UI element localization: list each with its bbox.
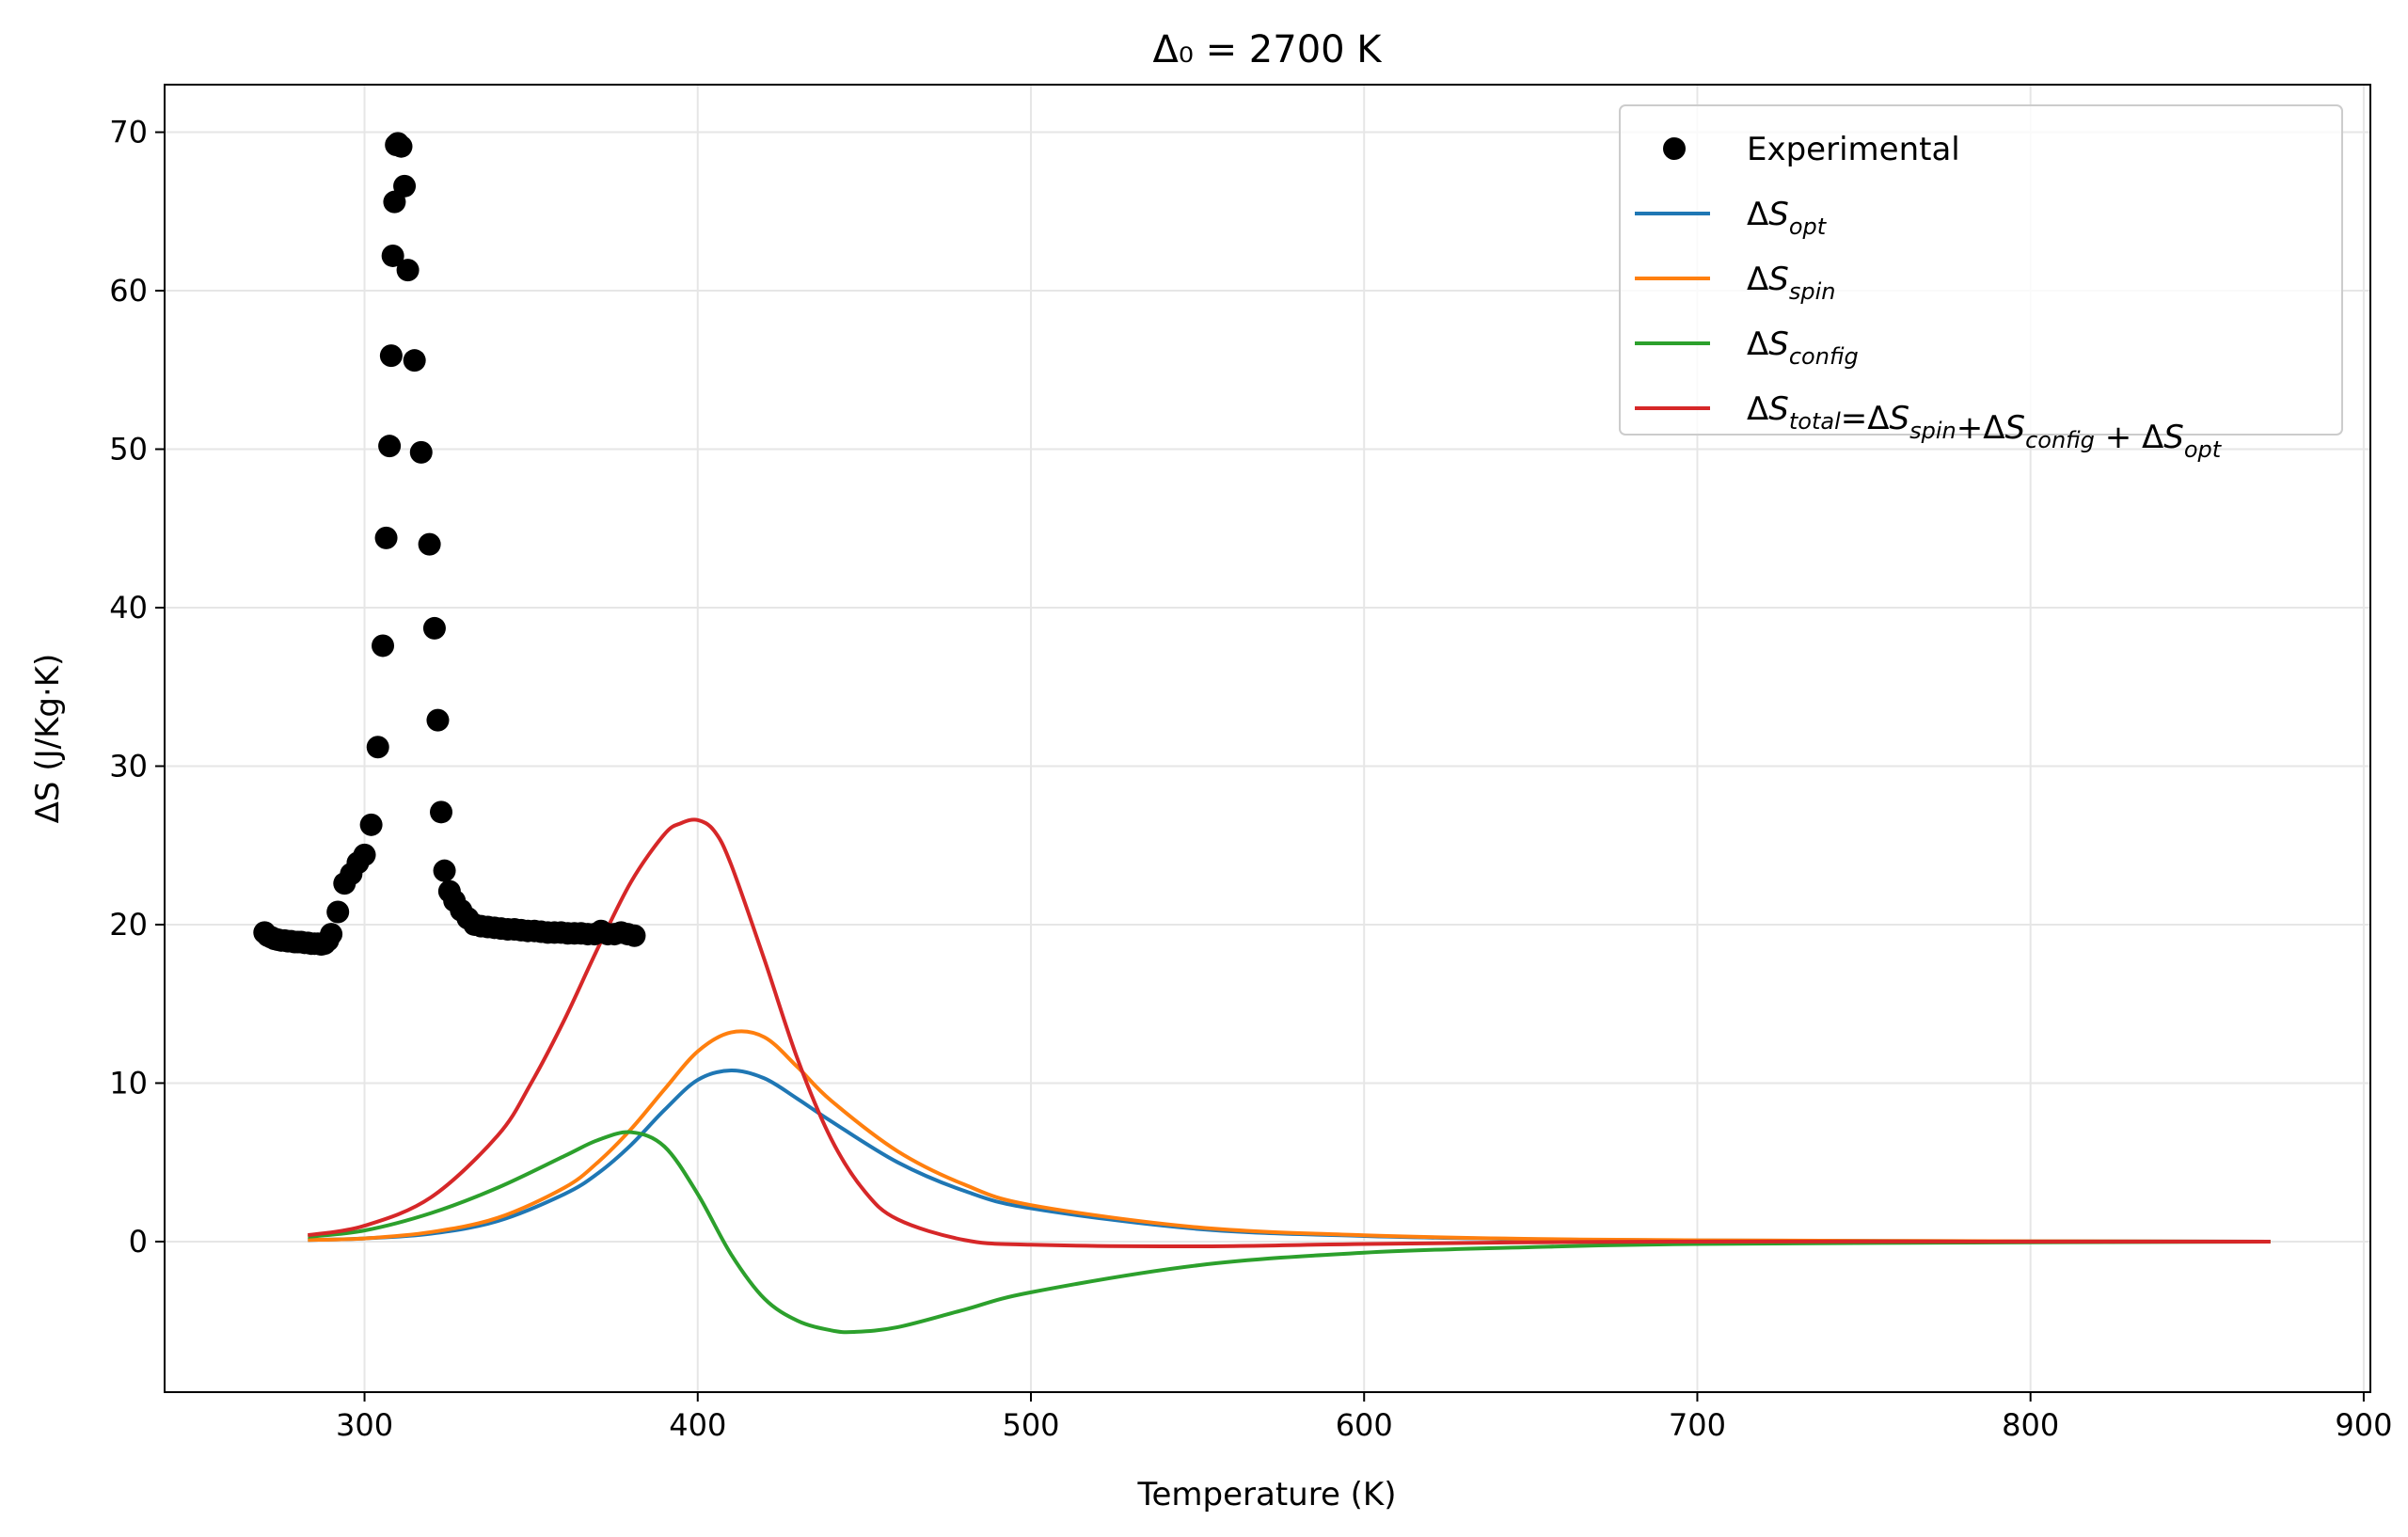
experimental-point: [396, 259, 420, 282]
experimental-point: [372, 634, 395, 658]
plot-frame: [164, 84, 2371, 1393]
series-line-config: [308, 1130, 2271, 1335]
experimental-point: [320, 923, 343, 946]
legend-marker-experimental: [1663, 137, 1686, 160]
x-ticks: 300 400 500 600 700 800 900: [336, 1392, 2392, 1443]
experimental-point: [374, 526, 398, 549]
experimental-point: [422, 616, 446, 640]
experimental-point: [366, 736, 389, 759]
x-tick-label: 900: [2335, 1407, 2392, 1443]
x-tick-label: 400: [669, 1407, 726, 1443]
experimental-point: [326, 900, 350, 924]
experimental-point: [426, 708, 450, 732]
legend-label-opt: ΔSopt: [1747, 196, 1828, 240]
experimental-point: [379, 344, 403, 368]
y-tick-label: 0: [129, 1224, 148, 1260]
series-line-total: [307, 817, 2271, 1249]
y-tick-label: 20: [109, 907, 148, 943]
legend-label-total: ΔStotal=ΔSspin+ΔSconfig + ΔSopt: [1747, 390, 2223, 463]
x-tick-label: 700: [1669, 1407, 1726, 1443]
y-tick-label: 40: [109, 590, 148, 626]
experimental-point: [389, 135, 413, 158]
experimental-point: [381, 244, 404, 267]
series-layer: [307, 817, 2271, 1335]
chart-title: Δ₀ = 2700 K: [1152, 28, 1383, 71]
x-tick-label: 800: [2002, 1407, 2059, 1443]
y-tick-label: 30: [109, 748, 148, 784]
x-tick-label: 300: [336, 1407, 393, 1443]
scatter-layer: [253, 132, 646, 957]
legend-label-config: ΔSconfig: [1747, 325, 1859, 370]
experimental-point: [409, 440, 433, 464]
experimental-point: [433, 859, 456, 882]
y-tick-label: 60: [109, 273, 148, 309]
experimental-point: [378, 435, 402, 458]
y-tick-label: 10: [109, 1065, 148, 1101]
legend-label-spin: ΔSspin: [1747, 261, 1835, 305]
x-axis-label: Temperature (K): [1136, 1476, 1396, 1513]
legend: Experimental ΔSopt ΔSspin ΔSconfig ΔStotal=Δ…: [1619, 104, 2343, 463]
legend-box: [1619, 104, 2343, 436]
experimental-point: [403, 349, 426, 372]
y-tick-label: 70: [109, 115, 148, 151]
experimental-point: [623, 924, 646, 947]
experimental-point: [430, 800, 453, 824]
legend-label-experimental: Experimental: [1747, 131, 1960, 168]
experimental-point: [418, 532, 441, 556]
experimental-point: [359, 813, 383, 836]
x-tick-label: 600: [1336, 1407, 1393, 1443]
y-tick-label: 50: [109, 432, 148, 467]
experimental-point: [393, 174, 417, 198]
experimental-point: [353, 843, 376, 866]
y-axis-label: ΔS (J/Kg·K): [29, 654, 67, 824]
x-tick-label: 500: [1002, 1407, 1059, 1443]
y-ticks: 0 10 20 30 40 50 60 70: [109, 115, 165, 1260]
